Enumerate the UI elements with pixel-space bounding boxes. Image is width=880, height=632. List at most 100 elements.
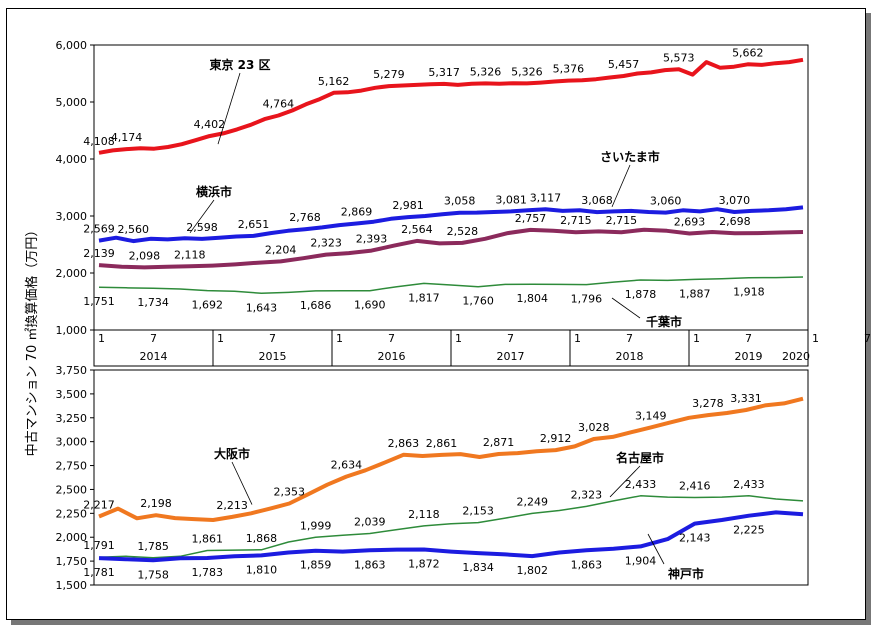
- upper-series-data-label: 2,757: [515, 212, 547, 225]
- lower-series-data-label: 2,433: [625, 478, 657, 491]
- upper-series-data-label: 2,598: [186, 221, 218, 234]
- lower-series-data-label: 2,323: [571, 488, 603, 501]
- upper-series-data-label: 2,715: [560, 214, 592, 227]
- series-name-osaka: 大阪市: [214, 446, 250, 461]
- lower-series-data-label: 1,758: [137, 568, 169, 581]
- series-name-saitama-leader: [611, 164, 631, 208]
- lower-series-data-label: 2,039: [354, 515, 386, 528]
- upper-series-data-label: 3,081: [495, 193, 527, 206]
- upper-series-data-label: 1,690: [354, 299, 386, 312]
- lower-series-data-label: 1,859: [300, 559, 332, 572]
- series-name-chiba: 千葉市: [646, 314, 682, 329]
- lower-plot-area: [93, 369, 809, 586]
- upper-series-data-label: 2,393: [356, 233, 388, 246]
- y-axis-title: 中古マンション 70 ㎡換算価格（万円）: [24, 224, 40, 457]
- lower-series-data-label: 2,861: [426, 437, 458, 450]
- upper-series-data-label: 5,317: [428, 66, 460, 79]
- month-tick-label: 1: [455, 332, 462, 345]
- upper-series-data-label: 2,204: [265, 243, 297, 256]
- series-name-saitama: さいたま市: [600, 149, 660, 164]
- month-tick-label: 1: [812, 332, 819, 345]
- month-tick-label: 1: [98, 332, 105, 345]
- year-label: 2018: [616, 350, 644, 363]
- lower-series-data-label: 2,863: [388, 437, 420, 450]
- lower-series-data-label: 2,153: [462, 505, 494, 518]
- upper-series-data-label: 5,457: [608, 58, 640, 71]
- lower-series-data-label: 2,353: [274, 485, 306, 498]
- upper-y-tick-label: 5,000: [56, 96, 88, 109]
- upper-series-data-label: 2,651: [238, 218, 270, 231]
- upper-series-data-label: 1,760: [462, 295, 494, 308]
- upper-series-data-label: 1,796: [571, 293, 603, 306]
- year-label: 2019: [735, 350, 763, 363]
- upper-y-tick-label: 1,000: [56, 324, 88, 337]
- upper-series-data-label: 1,692: [192, 299, 224, 312]
- lower-series-data-label: 1,904: [625, 554, 657, 567]
- upper-series-line-1: [98, 205, 804, 244]
- month-tick-label: 7: [150, 332, 157, 345]
- upper-y-tick-label: 3,000: [56, 210, 88, 223]
- upper-series-data-label: 4,108: [83, 135, 115, 148]
- year-label: 2014: [140, 350, 168, 363]
- upper-series-data-label: 2,098: [129, 249, 161, 262]
- upper-series-data-label: 5,279: [373, 68, 405, 81]
- lower-series-data-label: 2,217: [83, 498, 115, 511]
- upper-series-data-label: 1,751: [83, 295, 115, 308]
- lower-y-tick-label: 1,750: [56, 555, 88, 568]
- upper-series-data-label: 2,693: [674, 215, 706, 228]
- lower-series-data-label: 2,871: [483, 436, 515, 449]
- lower-series-data-label: 2,213: [216, 499, 248, 512]
- upper-y-tick-label: 2,000: [56, 267, 88, 280]
- lower-series-line-2: [98, 510, 804, 563]
- lower-series-data-label: 1,861: [192, 533, 224, 546]
- upper-series-data-label: 1,734: [137, 296, 169, 309]
- upper-series-data-label: 2,528: [447, 225, 479, 238]
- month-tick-label: 7: [745, 332, 752, 345]
- upper-series-data-label: 2,139: [83, 247, 115, 260]
- upper-series-data-label: 5,162: [318, 75, 350, 88]
- lower-series-data-label: 1,802: [516, 564, 548, 577]
- lower-series-data-label: 1,810: [246, 563, 278, 576]
- lower-series-data-label: 2,249: [516, 495, 548, 508]
- lower-series-data-label: 3,028: [578, 421, 610, 434]
- lower-y-tick-label: 2,250: [56, 507, 88, 520]
- upper-series-data-label: 5,326: [511, 65, 543, 78]
- upper-series-data-label: 2,118: [174, 248, 206, 261]
- upper-series-data-label: 1,918: [733, 286, 765, 299]
- lower-series-data-label: 1,781: [83, 566, 115, 579]
- upper-y-tick-label: 6,000: [56, 39, 88, 52]
- month-tick-label: 1: [693, 332, 700, 345]
- lower-series-data-label: 2,143: [679, 532, 711, 545]
- upper-series-data-label: 1,817: [408, 291, 440, 304]
- series-name-yokohama-leader: [189, 199, 215, 234]
- upper-series-data-label: 3,058: [444, 195, 476, 208]
- upper-series-data-label: 1,686: [300, 299, 332, 312]
- lower-y-tick-label: 3,000: [56, 436, 88, 449]
- lower-series-data-label: 1,834: [462, 561, 494, 574]
- series-name-kobe-leader: [647, 533, 665, 565]
- year-label: 2020: [782, 350, 810, 363]
- lower-y-tick-label: 2,500: [56, 483, 88, 496]
- upper-series-data-label: 2,768: [289, 211, 321, 224]
- lower-series-line-1: [98, 495, 804, 559]
- upper-series-line-2: [98, 227, 804, 270]
- upper-series-data-label: 1,887: [679, 287, 711, 300]
- lower-series-data-label: 2,912: [540, 432, 572, 445]
- month-tick-label: 7: [388, 332, 395, 345]
- series-name-kobe: 神戸市: [668, 566, 704, 581]
- series-name-nagoya-leader: [609, 465, 641, 498]
- lower-series-data-label: 1,872: [408, 557, 440, 570]
- lower-series-data-label: 3,149: [635, 409, 667, 422]
- lower-y-tick-label: 1,500: [56, 579, 88, 592]
- series-name-tokyo-leader: [217, 72, 241, 145]
- series-name-osaka-leader: [231, 461, 253, 505]
- lower-series-data-label: 2,433: [733, 478, 765, 491]
- upper-series-data-label: 4,764: [263, 97, 295, 110]
- series-name-nagoya: 名古屋市: [616, 450, 664, 465]
- upper-series-data-label: 3,117: [530, 191, 562, 204]
- upper-series-data-label: 1,878: [625, 288, 657, 301]
- upper-series-data-label: 5,662: [732, 46, 764, 59]
- upper-series-data-label: 2,698: [719, 215, 751, 228]
- lower-series-data-label: 2,225: [733, 524, 765, 537]
